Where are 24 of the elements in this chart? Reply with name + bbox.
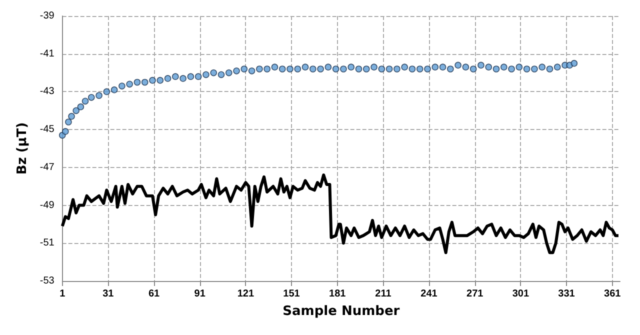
- y-tick-label: -41: [40, 48, 55, 60]
- y-tick-label: -49: [40, 200, 55, 211]
- y-tick-label: -53: [40, 276, 55, 286]
- x-tick-label: 121: [237, 288, 254, 300]
- x-tick-label: 211: [375, 288, 392, 300]
- x-tick-label: 181: [329, 288, 346, 300]
- x-tick-label: 361: [604, 288, 622, 300]
- y-tick-label: -45: [40, 124, 55, 136]
- y-axis-title: Bz (μT): [15, 122, 30, 175]
- x-tick-label: 151: [283, 288, 300, 300]
- x-tick-label: 331: [558, 288, 576, 300]
- x-tick-label: 1: [60, 288, 66, 300]
- x-tick-label: 91: [194, 288, 206, 300]
- line-series: [60, 174, 620, 254]
- x-tick-label: 241: [420, 288, 438, 300]
- x-tick-label: 301: [512, 288, 530, 300]
- x-axis-title: Sample Number: [282, 304, 400, 319]
- x-tick-label: 31: [102, 288, 114, 300]
- y-tick-label: -43: [40, 86, 55, 98]
- x-tick-label: 271: [466, 288, 484, 300]
- y-tick-label: -47: [40, 162, 55, 173]
- y-tick-label: -39: [40, 10, 55, 22]
- y-tick-label: -51: [40, 238, 55, 249]
- x-tick-label: 61: [148, 288, 160, 300]
